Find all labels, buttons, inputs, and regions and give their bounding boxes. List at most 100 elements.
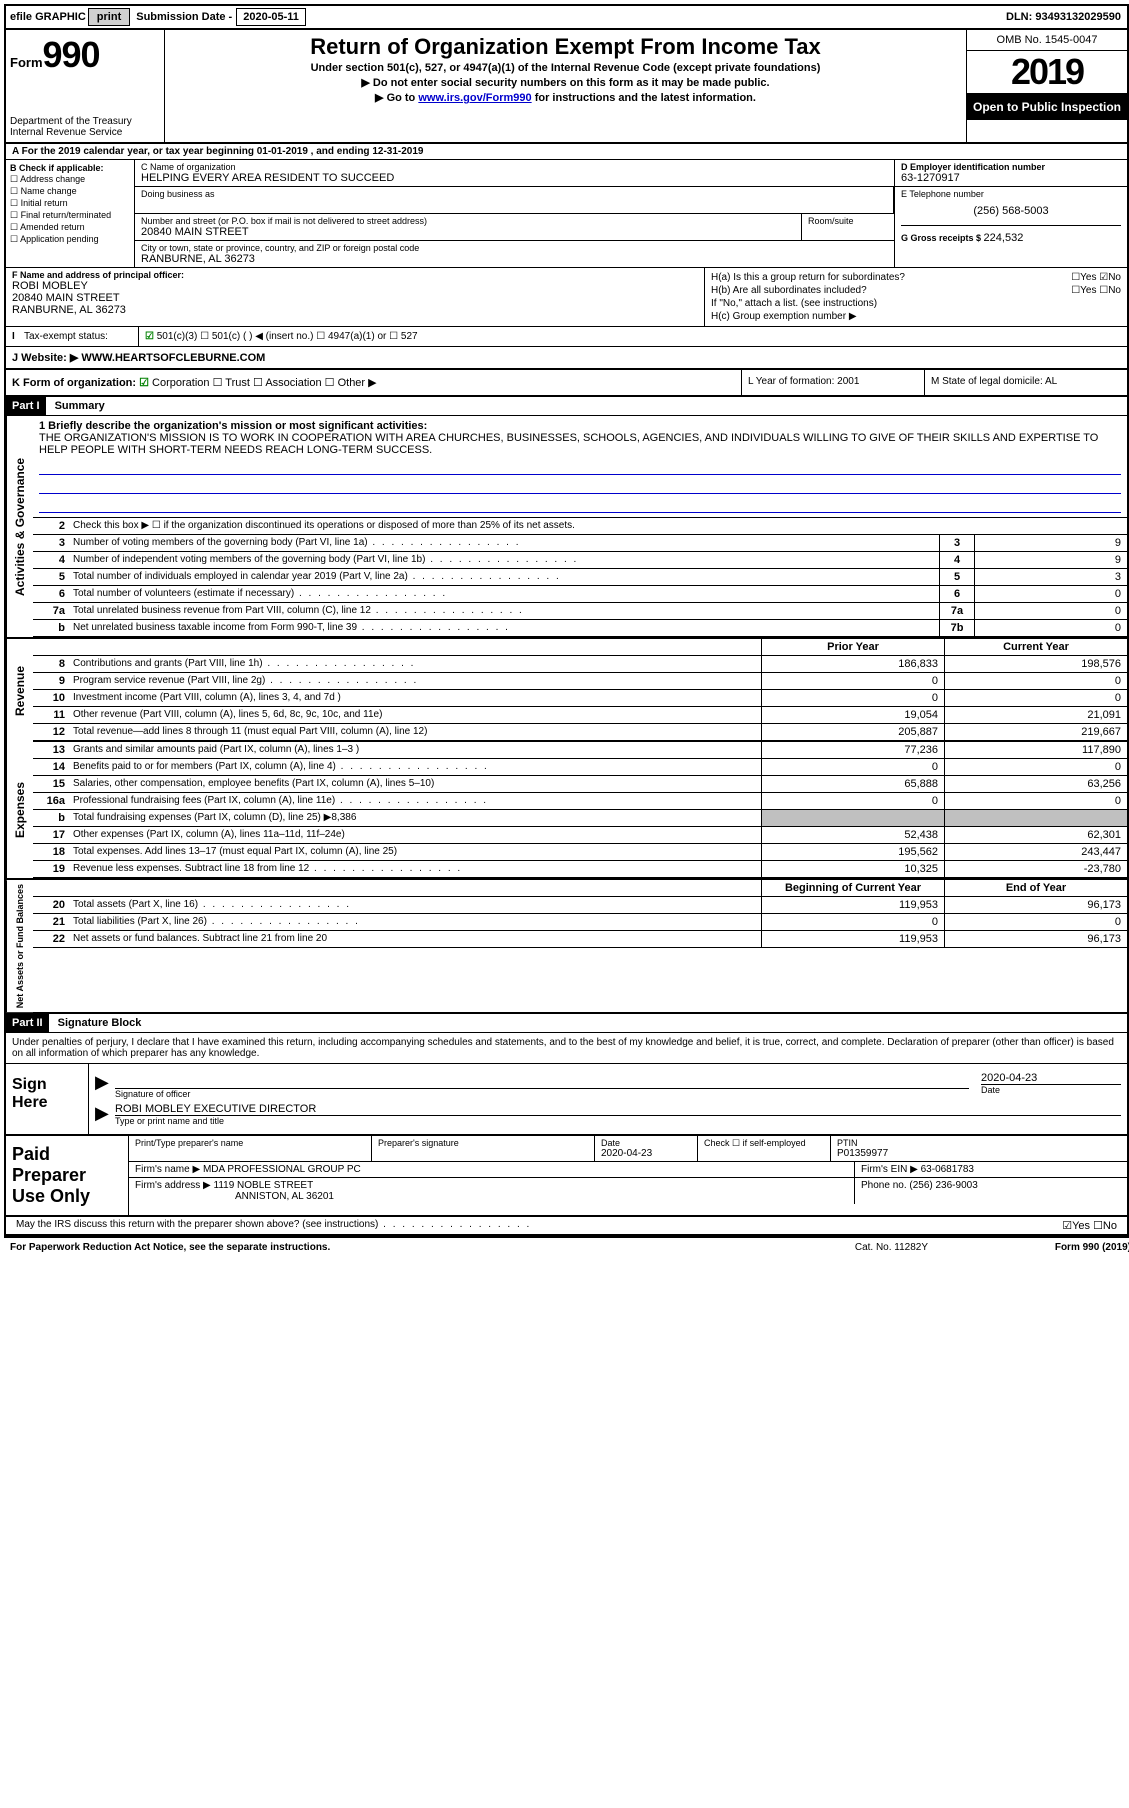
chk-corp[interactable]: Corporation bbox=[139, 377, 209, 389]
subdate-label: Submission Date - bbox=[136, 11, 232, 23]
chk-name-change[interactable]: Name change bbox=[10, 186, 130, 197]
h-block: H(a) Is this a group return for subordin… bbox=[705, 268, 1127, 326]
paid-preparer-label: Paid Preparer Use Only bbox=[6, 1136, 128, 1215]
line-5: 5Total number of individuals employed in… bbox=[33, 569, 1127, 586]
chk-other[interactable]: Other ▶ bbox=[325, 377, 377, 389]
line-22: 22Net assets or fund balances. Subtract … bbox=[33, 931, 1127, 948]
prep-sig-label: Preparer's signature bbox=[378, 1138, 588, 1148]
dept-treasury: Department of the Treasury bbox=[10, 116, 160, 127]
omb-number: OMB No. 1545-0047 bbox=[967, 30, 1127, 51]
footer: For Paperwork Reduction Act Notice, see … bbox=[4, 1238, 1129, 1257]
chk-trust[interactable]: Trust bbox=[213, 377, 250, 389]
prior-current-header: Revenue Prior Year Current Year 8Contrib… bbox=[6, 639, 1127, 742]
line-4: 4Number of independent voting members of… bbox=[33, 552, 1127, 569]
line-16a: 16aProfessional fundraising fees (Part I… bbox=[33, 793, 1127, 810]
topbar: efile GRAPHIC print Submission Date - 20… bbox=[6, 6, 1127, 30]
discuss-yn[interactable]: ☑Yes ☐No bbox=[947, 1217, 1127, 1234]
chk-amended-return[interactable]: Amended return bbox=[10, 222, 130, 233]
hb-note: If "No," attach a list. (see instruction… bbox=[711, 298, 1121, 309]
line-14: 14Benefits paid to or for members (Part … bbox=[33, 759, 1127, 776]
prep-name-label: Print/Type preparer's name bbox=[135, 1138, 365, 1148]
line-15: 15Salaries, other compensation, employee… bbox=[33, 776, 1127, 793]
mission-block: 1 Briefly describe the organization's mi… bbox=[33, 416, 1127, 518]
signature-line[interactable] bbox=[115, 1072, 969, 1089]
sig-officer-label: Signature of officer bbox=[115, 1089, 969, 1099]
ha-line: H(a) Is this a group return for subordin… bbox=[711, 272, 1121, 283]
gross-label: G Gross receipts $ bbox=[901, 233, 984, 243]
sign-here-row: Sign Here ▶ Signature of officer 2020-04… bbox=[6, 1064, 1127, 1136]
part2-header-row: Part II Signature Block bbox=[6, 1014, 1127, 1033]
sig-name-label: Type or print name and title bbox=[115, 1116, 1121, 1126]
k-form-org: K Form of organization: Corporation Trus… bbox=[6, 370, 741, 395]
firm-phone: (256) 236-9003 bbox=[909, 1180, 977, 1191]
ha-yn[interactable]: ☐Yes ☑No bbox=[1071, 272, 1121, 283]
note-2: ▶ Go to www.irs.gov/Form990 for instruct… bbox=[173, 91, 958, 104]
activities-governance-section: Activities & Governance 1 Briefly descri… bbox=[6, 416, 1127, 639]
chk-501c[interactable]: 501(c) ( ) ◀ (insert no.) bbox=[200, 331, 313, 342]
part1-header-row: Part I Summary bbox=[6, 397, 1127, 416]
status-label-col: ITax-exempt status: bbox=[6, 327, 139, 346]
chk-527[interactable]: 527 bbox=[389, 331, 417, 342]
header-left: Form990 Department of the Treasury Inter… bbox=[6, 30, 165, 142]
header-row: Form990 Department of the Treasury Inter… bbox=[6, 30, 1127, 144]
mission-line-1 bbox=[39, 460, 1121, 475]
hb-yn[interactable] bbox=[1071, 285, 1121, 296]
line-7a: 7aTotal unrelated business revenue from … bbox=[33, 603, 1127, 620]
line-11: 11Other revenue (Part VIII, column (A), … bbox=[33, 707, 1127, 724]
tel-label: E Telephone number bbox=[901, 189, 1121, 199]
officer-block: F Name and address of principal officer:… bbox=[6, 268, 705, 326]
officer-city: RANBURNE, AL 36273 bbox=[12, 304, 698, 316]
org-name: HELPING EVERY AREA RESIDENT TO SUCCEED bbox=[141, 172, 888, 184]
mission-line-2 bbox=[39, 479, 1121, 494]
city-label: City or town, state or province, country… bbox=[141, 243, 888, 253]
chk-app-pending[interactable]: Application pending bbox=[10, 234, 130, 245]
chk-501c3[interactable]: 501(c)(3) bbox=[145, 331, 197, 342]
tel-gross-block: E Telephone number (256) 568-5003 G Gros… bbox=[895, 187, 1127, 267]
firm-addr: 1119 NOBLE STREET bbox=[214, 1180, 314, 1191]
website-value: WWW.HEARTSOFCLEBURNE.COM bbox=[81, 352, 265, 364]
sig-name: ROBI MOBLEY EXECUTIVE DIRECTOR bbox=[115, 1103, 1121, 1116]
sig-date-label: Date bbox=[981, 1085, 1121, 1095]
firm-ein: 63-0681783 bbox=[921, 1164, 974, 1175]
gross-value: 224,532 bbox=[984, 232, 1024, 244]
irs-label: Internal Revenue Service bbox=[10, 127, 160, 138]
street-value: 20840 MAIN STREET bbox=[141, 226, 795, 238]
mission-label: 1 Briefly describe the organization's mi… bbox=[39, 420, 1121, 432]
net-assets-section: Net Assets or Fund Balances Beginning of… bbox=[6, 880, 1127, 1014]
prep-self-emp[interactable]: Check ☐ if self-employed bbox=[704, 1138, 824, 1149]
chk-address-change[interactable]: Address change bbox=[10, 174, 130, 185]
form-number: 990 bbox=[43, 34, 100, 75]
line-8: 8Contributions and grants (Part VIII, li… bbox=[33, 656, 1127, 673]
street-block: Number and street (or P.O. box if mail i… bbox=[135, 214, 802, 240]
ein-label: D Employer identification number bbox=[901, 162, 1121, 172]
col-b-label: B Check if applicable: bbox=[10, 163, 130, 173]
room-label: Room/suite bbox=[808, 216, 888, 226]
print-button[interactable]: print bbox=[88, 8, 130, 26]
chk-initial-return[interactable]: Initial return bbox=[10, 198, 130, 209]
note-1: Do not enter social security numbers on … bbox=[173, 76, 958, 89]
col-header-row: Prior Year Current Year bbox=[33, 639, 1127, 656]
line-17: 17Other expenses (Part IX, column (A), l… bbox=[33, 827, 1127, 844]
dln: DLN: 93493132029590 bbox=[1006, 11, 1127, 23]
vert-label-net-assets: Net Assets or Fund Balances bbox=[6, 880, 33, 1012]
line-21: 21Total liabilities (Part X, line 26)00 bbox=[33, 914, 1127, 931]
signature-declaration: Under penalties of perjury, I declare th… bbox=[6, 1033, 1127, 1064]
form-990-container: efile GRAPHIC print Submission Date - 20… bbox=[4, 4, 1129, 1238]
line-9: 9Program service revenue (Part VIII, lin… bbox=[33, 673, 1127, 690]
submission-date: 2020-05-11 bbox=[236, 8, 306, 26]
chk-final-return[interactable]: Final return/terminated bbox=[10, 210, 130, 221]
col-cd: C Name of organization HELPING EVERY ARE… bbox=[135, 160, 1127, 267]
tel-value: (256) 568-5003 bbox=[901, 205, 1121, 217]
part1-header: Part I bbox=[6, 397, 46, 415]
firm-phone-label: Phone no. bbox=[861, 1180, 909, 1191]
tax-year: 2019 bbox=[967, 51, 1127, 94]
form990-link[interactable]: www.irs.gov/Form990 bbox=[418, 92, 531, 104]
part1-title: Summary bbox=[49, 397, 111, 415]
chk-assoc[interactable]: Association bbox=[253, 377, 322, 389]
chk-4947[interactable]: 4947(a)(1) or bbox=[316, 331, 386, 342]
status-options: 501(c)(3) 501(c) ( ) ◀ (insert no.) 4947… bbox=[139, 327, 1127, 346]
ein-value: 63-1270917 bbox=[901, 172, 1121, 184]
row-a: A For the 2019 calendar year, or tax yea… bbox=[6, 144, 1127, 160]
city-block: City or town, state or province, country… bbox=[135, 241, 894, 267]
sign-here-label: Sign Here bbox=[6, 1064, 89, 1134]
